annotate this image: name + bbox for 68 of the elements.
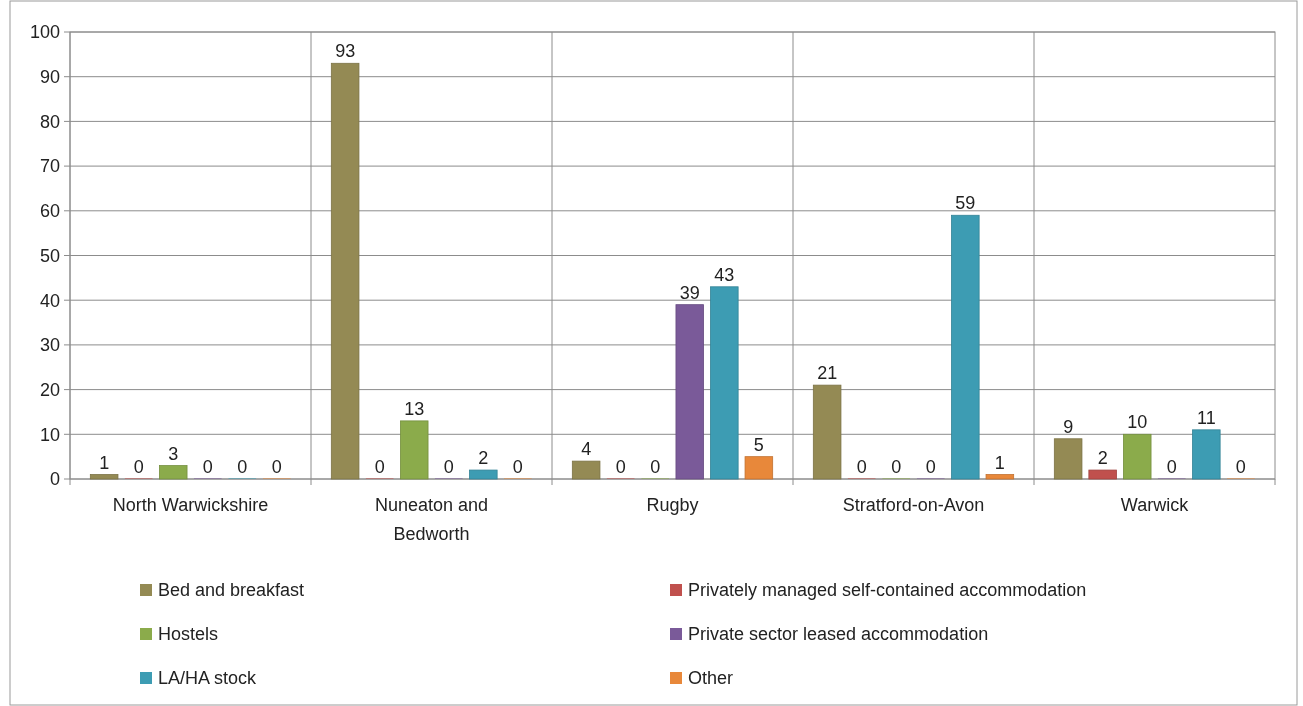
x-tick-label: North Warwickshire	[112, 495, 269, 515]
data-label: 39	[679, 282, 700, 303]
bar	[710, 286, 739, 480]
bar	[571, 460, 601, 480]
data-label: 0	[1166, 457, 1177, 477]
x-tick-label: Warwick	[1120, 495, 1190, 515]
data-label: 0	[237, 457, 248, 477]
x-tick-label: Stratford-on-Avon	[842, 495, 985, 515]
data-label: 2	[478, 448, 489, 469]
y-tick-label: 50	[39, 245, 60, 266]
bar	[951, 214, 980, 480]
data-label: 0	[650, 457, 661, 477]
data-label: 0	[1235, 457, 1246, 477]
y-tick-label: 90	[39, 67, 60, 87]
data-label: 59	[955, 193, 976, 214]
bar	[675, 304, 704, 480]
data-label: 0	[512, 457, 523, 477]
legend-label: Private sector leased accommodation	[688, 624, 989, 645]
bar	[812, 384, 842, 480]
data-label: 1	[99, 452, 110, 473]
legend-label: LA/HA stock	[158, 668, 258, 689]
bar	[400, 420, 429, 480]
bar	[469, 469, 498, 480]
data-label: 9	[1063, 416, 1074, 437]
y-tick-label: 80	[39, 111, 60, 132]
y-tick-label: 100	[29, 22, 60, 43]
y-tick-label: 40	[39, 290, 60, 311]
y-tick-label: 0	[49, 469, 60, 490]
legend-label: Other	[688, 668, 734, 689]
bar	[159, 465, 188, 480]
y-tick-label: 70	[39, 156, 60, 177]
y-tick-label: 60	[39, 201, 60, 222]
y-tick-label: 30	[39, 335, 60, 356]
bar	[1053, 438, 1083, 480]
data-label: 2	[1097, 448, 1108, 469]
data-label: 0	[202, 457, 213, 477]
x-tick-label: Nuneaton and Bedworth	[374, 495, 489, 544]
data-label: 1	[994, 452, 1005, 473]
data-label: 0	[374, 457, 385, 477]
bar	[1088, 469, 1117, 480]
data-label: 0	[856, 457, 867, 477]
data-label: 0	[443, 457, 454, 477]
y-tick-label: 10	[39, 424, 60, 445]
data-label: 0	[271, 457, 282, 477]
x-tick-label: Rugby	[646, 495, 699, 515]
data-label: 11	[1196, 407, 1216, 428]
bar	[744, 456, 774, 480]
data-label: 21	[817, 363, 838, 384]
legend-label: Hostels	[158, 624, 219, 645]
data-label: 0	[133, 457, 144, 477]
bar	[89, 474, 119, 480]
bar	[985, 474, 1015, 480]
data-label: 43	[714, 264, 735, 285]
data-label: 5	[753, 434, 764, 455]
data-label: 10	[1127, 412, 1148, 433]
bar	[1192, 429, 1221, 480]
bar	[1123, 433, 1152, 480]
data-label: 0	[925, 457, 936, 477]
data-label: 0	[891, 457, 902, 477]
bar	[330, 62, 360, 480]
y-tick-label: 20	[39, 379, 60, 400]
data-label: 3	[168, 443, 179, 464]
data-label: 4	[581, 439, 592, 460]
data-label: 0	[615, 457, 626, 477]
data-label: 13	[404, 398, 425, 419]
legend-label: Bed and breakfast	[158, 580, 305, 601]
legend-label: Privately managed self-contained accommodation	[688, 580, 1087, 601]
data-label: 93	[335, 41, 356, 62]
